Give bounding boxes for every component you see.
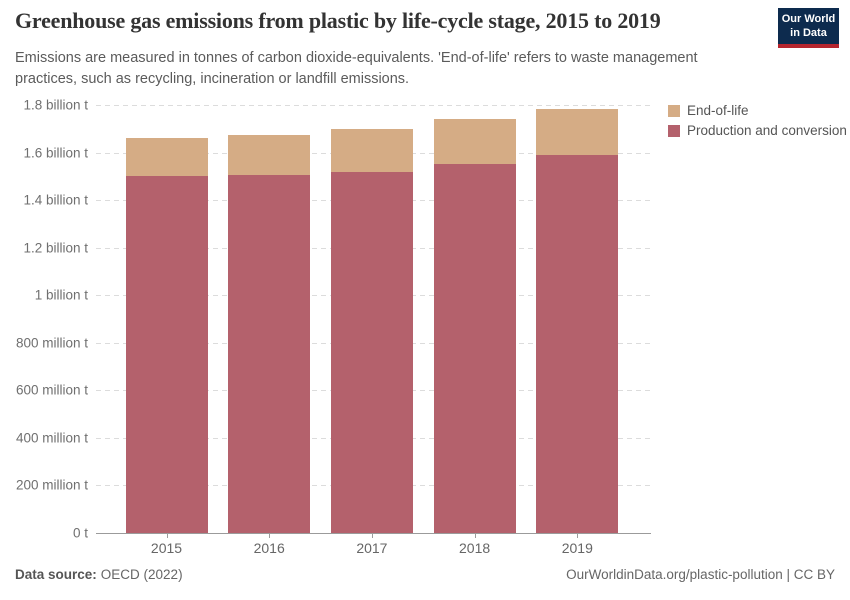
x-axis-label-2015: 2015	[150, 540, 183, 556]
bar-segment-2019-end-of-life[interactable]	[536, 109, 619, 155]
x-axis-label-2016: 2016	[253, 540, 285, 556]
bar-segment-2016-end-of-life[interactable]	[228, 135, 311, 176]
owid-logo[interactable]: Our World in Data	[778, 8, 839, 48]
chart-legend: End-of-life Production and conversion	[668, 103, 847, 143]
bar-segment-2019-production-and-conversion[interactable]	[536, 154, 619, 533]
legend-item-production-and-conversion[interactable]: Production and conversion	[668, 123, 847, 138]
legend-label: End-of-life	[687, 103, 749, 118]
y-axis-tick-label: 600 million t	[15, 382, 88, 398]
bar-segment-2017-production-and-conversion[interactable]	[330, 171, 413, 533]
x-axis-tickmark	[577, 534, 579, 538]
chart-subtitle: Emissions are measured in tonnes of carb…	[15, 50, 698, 88]
x-axis-label-2017: 2017	[356, 540, 388, 556]
y-axis-tick-label: 1.8 billion t	[23, 97, 88, 113]
x-axis-label-2018: 2018	[459, 540, 491, 556]
bar-segment-2018-production-and-conversion[interactable]	[433, 164, 516, 533]
y-axis-tick-label: 800 million t	[15, 335, 88, 351]
x-axis-tickmark	[474, 534, 476, 538]
x-axis-label-2019: 2019	[561, 540, 593, 556]
y-axis-tick-label: 200 million t	[15, 477, 88, 493]
y-axis-tick-label: 400 million t	[15, 430, 88, 446]
y-axis-tick-label: 1.2 billion t	[23, 240, 88, 256]
credit-link[interactable]: OurWorldinData.org/plastic-pollution | C…	[566, 567, 835, 582]
page-title: Greenhouse gas emissions from plastic by…	[15, 8, 661, 33]
bar-segment-2016-production-and-conversion[interactable]	[228, 175, 311, 533]
bar-segment-2017-end-of-life[interactable]	[330, 129, 413, 172]
gridline	[96, 105, 651, 106]
bar-segment-2015-end-of-life[interactable]	[125, 138, 208, 177]
y-axis-tick-label: 1.6 billion t	[23, 145, 88, 161]
owid-logo-line2: in Data	[790, 27, 827, 39]
data-source: Data source: OECD (2022)	[15, 567, 183, 582]
data-source-label: Data source:	[15, 567, 97, 582]
legend-swatch-icon	[668, 104, 680, 117]
owid-logo-line1: Our World	[781, 12, 836, 25]
x-axis-tickmark	[371, 534, 373, 538]
y-axis-tick-label: 1 billion t	[34, 287, 88, 303]
y-axis-tick-label: 0 t	[72, 525, 88, 541]
x-axis-tickmark	[269, 534, 271, 538]
x-axis-line	[96, 533, 651, 534]
bar-segment-2015-production-and-conversion[interactable]	[125, 176, 208, 533]
chart-footer: Data source: OECD (2022) OurWorldinData.o…	[15, 567, 835, 582]
y-axis-tick-label: 1.4 billion t	[23, 192, 88, 208]
data-source-value: OECD (2022)	[100, 567, 183, 582]
legend-item-end-of-life[interactable]: End-of-life	[668, 103, 847, 118]
legend-swatch-icon	[668, 124, 680, 137]
x-axis-tickmark	[166, 534, 168, 538]
bar-segment-2018-end-of-life[interactable]	[433, 119, 516, 165]
legend-label: Production and conversion	[687, 123, 847, 138]
